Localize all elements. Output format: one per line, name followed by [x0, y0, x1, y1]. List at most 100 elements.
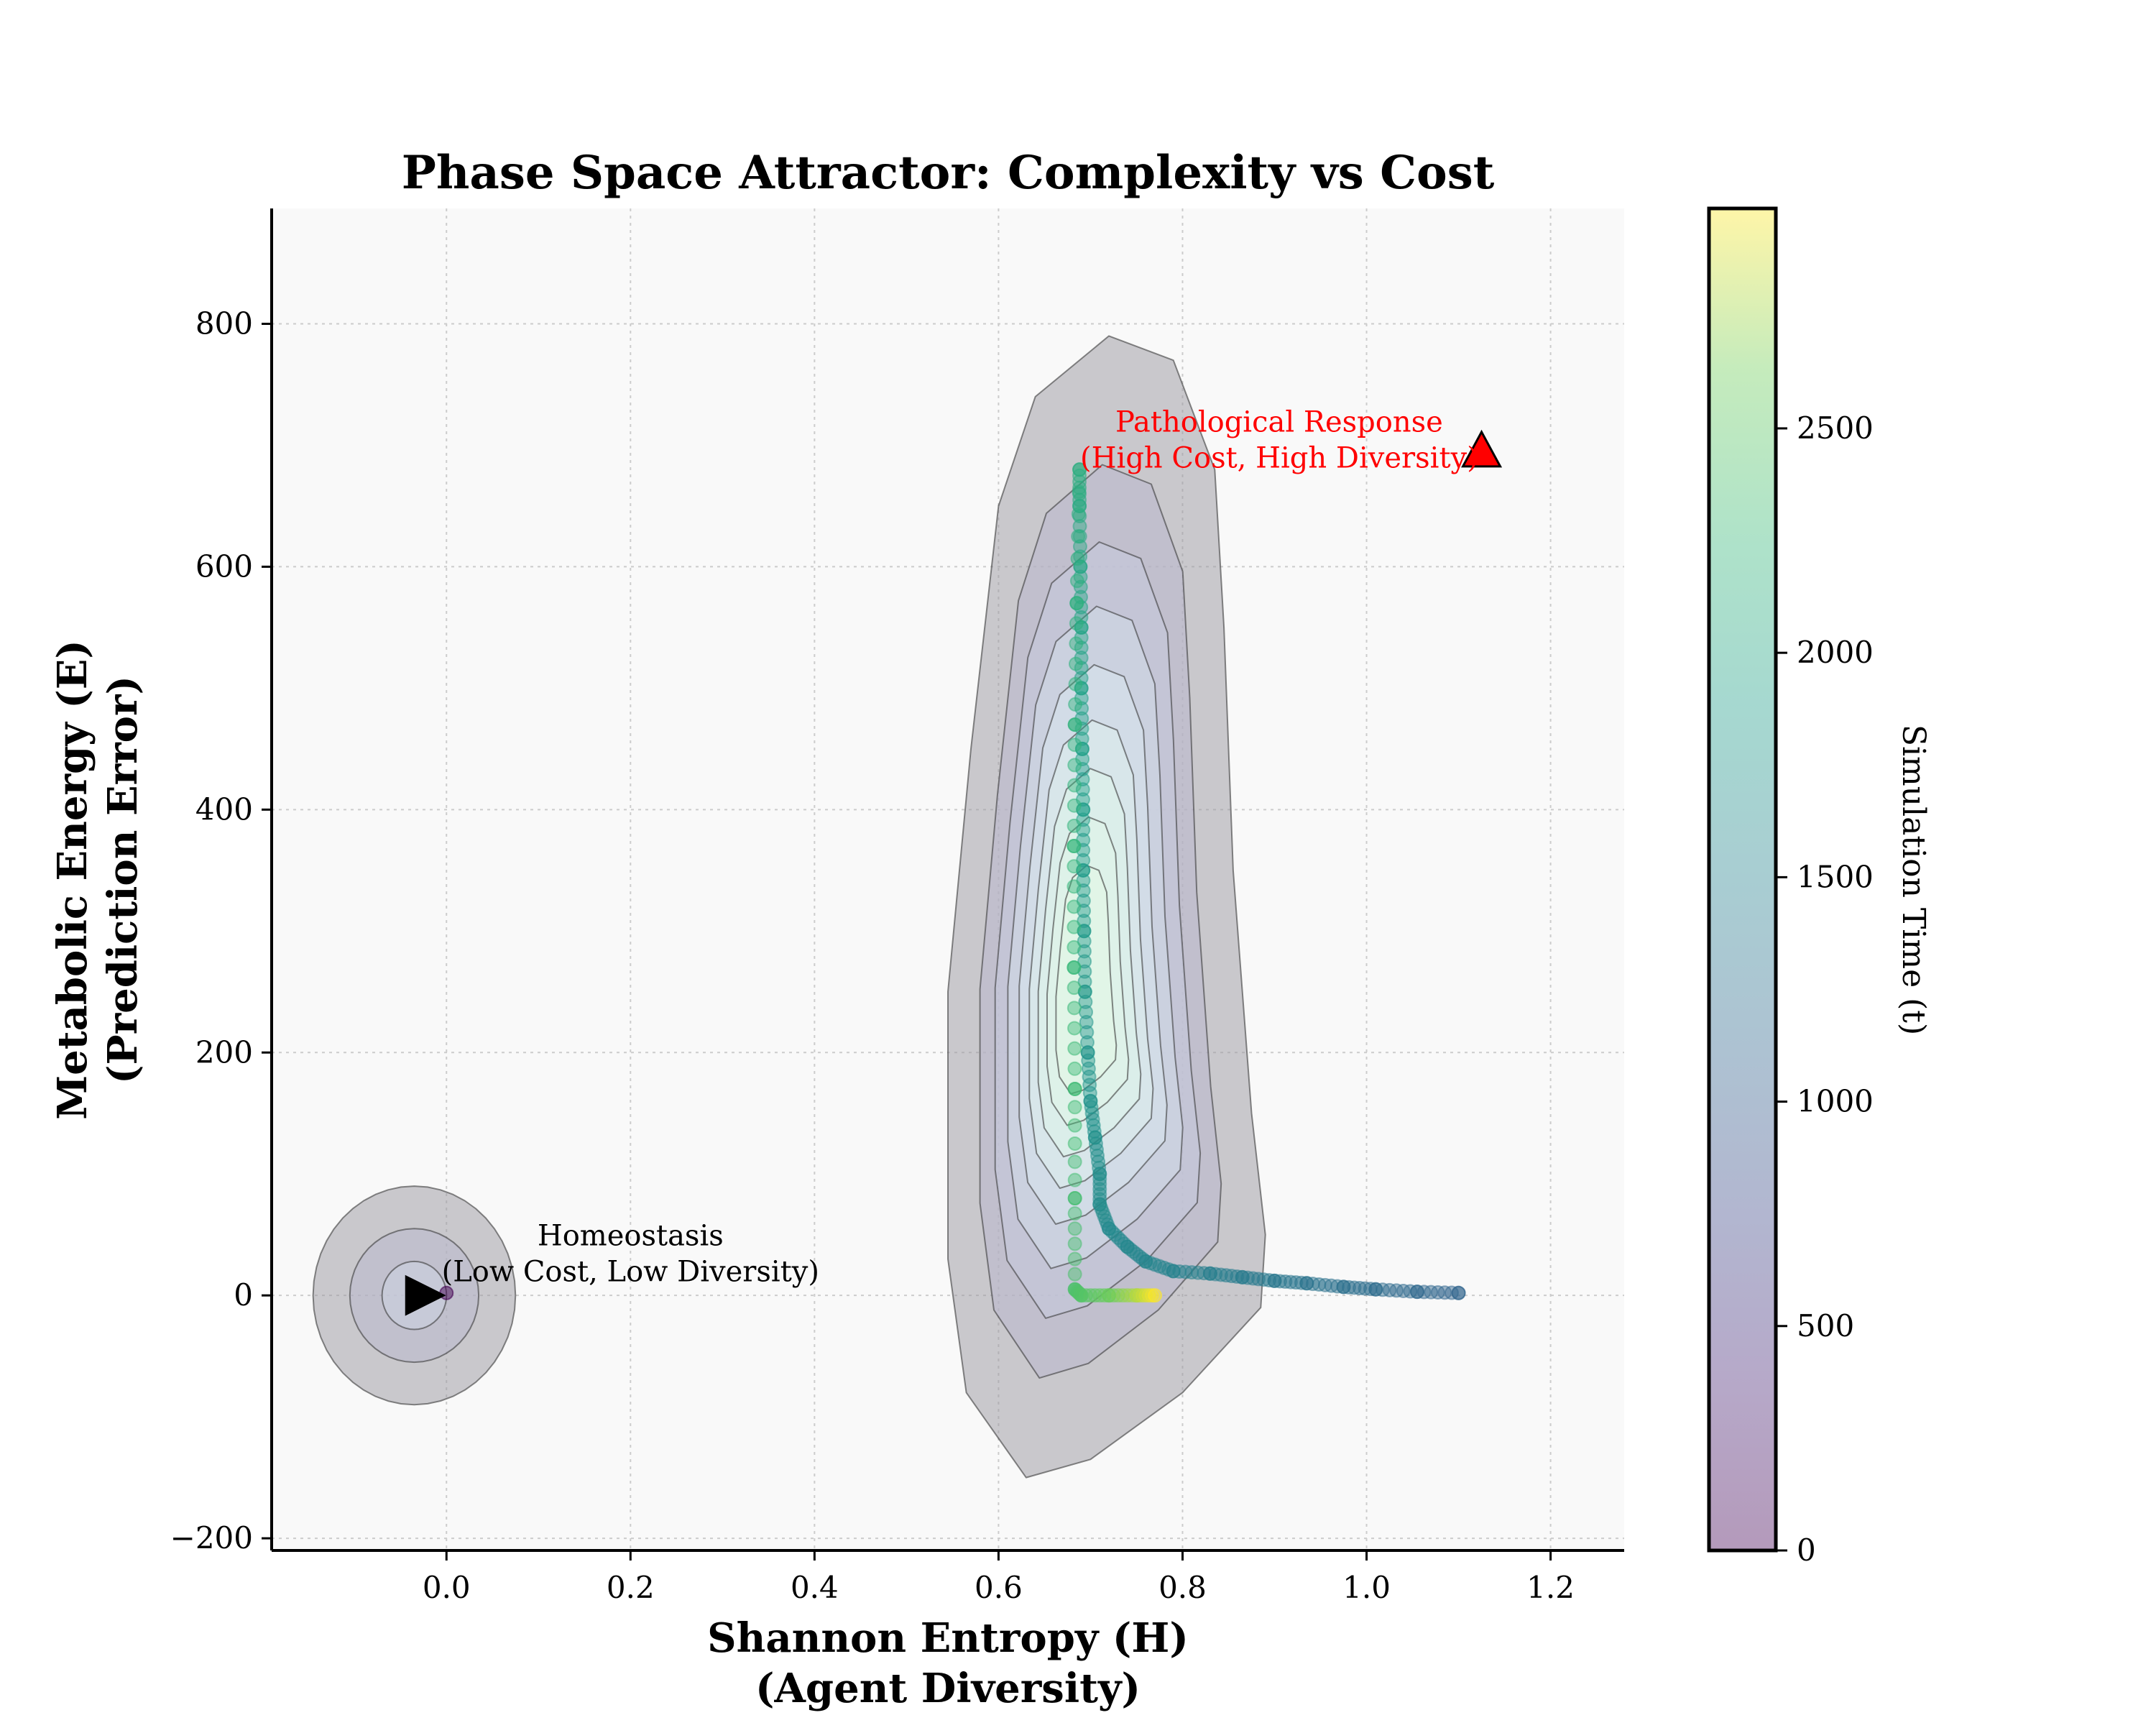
trajectory-point — [1235, 1269, 1250, 1284]
homeostasis-sublabel: (Low Cost, Low Diversity) — [442, 1255, 819, 1288]
start-marker — [405, 1274, 446, 1316]
x-tick-label: 0.6 — [975, 1570, 1023, 1605]
trajectory-point — [1069, 636, 1084, 651]
trajectory-point — [1075, 762, 1090, 777]
y-axis-label: Metabolic Energy (E) — [49, 640, 96, 1120]
trajectory-point — [1071, 529, 1086, 544]
trajectory-point — [1262, 1273, 1277, 1288]
x-tick-label: 1.2 — [1526, 1570, 1575, 1605]
x-tick-label: 0.2 — [607, 1570, 655, 1605]
x-axis-label-sub: (Agent Diversity) — [755, 1665, 1141, 1712]
trajectory-point — [1067, 778, 1082, 793]
trajectory-point — [1067, 758, 1082, 773]
trajectory-point — [1067, 839, 1082, 854]
trajectory-point — [1067, 1236, 1082, 1251]
y-tick-label: 400 — [195, 791, 253, 827]
trajectory-point — [1076, 802, 1091, 817]
trajectory-point — [1067, 1154, 1082, 1169]
trajectory-point — [1067, 899, 1082, 914]
y-ticks: −200 0 200 400 600 800 — [170, 306, 272, 1555]
trajectory-point — [1251, 1272, 1266, 1287]
trajectory-point — [1092, 1197, 1107, 1212]
density-contour — [1055, 865, 1118, 1095]
trajectory-point — [1069, 574, 1084, 589]
trajectory-point — [1067, 737, 1082, 753]
trajectory-point — [1067, 1136, 1082, 1151]
trajectory-point — [1070, 551, 1085, 566]
trajectory-point — [1074, 741, 1089, 756]
trajectory-point — [1230, 1269, 1245, 1284]
density-contours — [312, 335, 1266, 1479]
trajectory-point — [1352, 1281, 1367, 1296]
colorbar-fill — [1709, 208, 1776, 1550]
colorbar-tick-label: 500 — [1797, 1308, 1854, 1343]
trajectory-point — [1067, 1191, 1082, 1206]
trajectory-point — [1067, 1041, 1082, 1056]
end-marker — [1461, 429, 1503, 468]
trajectory-point — [1072, 462, 1087, 477]
trajectory-point — [1067, 879, 1082, 894]
y-axis-label-sub: (Prediction Error) — [99, 676, 147, 1084]
colorbar-label: Simulation Time (t) — [1895, 725, 1932, 1035]
trajectory-point — [1077, 954, 1092, 969]
colorbar-ticks: 0 500 1000 1500 2000 2500 — [1776, 410, 1874, 1568]
trajectory-point — [439, 1285, 454, 1300]
colorbar-tick-label: 0 — [1797, 1532, 1816, 1568]
colorbar-tick-label: 1000 — [1797, 1084, 1874, 1119]
trajectory-point — [1073, 559, 1088, 574]
homeostasis-label: Homeostasis — [538, 1219, 724, 1252]
trajectory-point — [1092, 1192, 1107, 1207]
trajectory-point — [1363, 1282, 1378, 1297]
y-tick-label: 0 — [234, 1277, 253, 1313]
trajectory-point — [1080, 1045, 1095, 1060]
trajectory-point — [1092, 1182, 1107, 1197]
trajectory-point — [1077, 944, 1092, 959]
trajectory-point — [1148, 1288, 1163, 1303]
trajectory-point — [1289, 1275, 1304, 1290]
trajectory-point — [1071, 507, 1086, 522]
trajectory-point — [1092, 1187, 1107, 1202]
trajectory-point — [1067, 1061, 1082, 1076]
x-tick-label: 0.0 — [423, 1570, 471, 1605]
trajectory-point — [1368, 1282, 1383, 1297]
trajectory-point — [1067, 1172, 1082, 1187]
colorbar-tick-label: 2000 — [1797, 635, 1874, 670]
x-tick-label: 0.8 — [1158, 1570, 1207, 1605]
trajectory-point — [1079, 1025, 1095, 1040]
trajectory-point — [1067, 919, 1082, 934]
x-tick-label: 1.0 — [1342, 1570, 1391, 1605]
trajectory-point — [1077, 974, 1092, 989]
trajectory-point — [1067, 1021, 1082, 1036]
trajectory-point — [1067, 980, 1082, 996]
y-tick-label: 800 — [195, 306, 253, 341]
trajectory-point — [1256, 1272, 1271, 1287]
trajectory-point — [1075, 782, 1090, 797]
trajectory-point — [1067, 859, 1082, 874]
trajectory-point — [1219, 1268, 1234, 1283]
trajectory-point — [1224, 1269, 1239, 1284]
trajectory-point — [1067, 1206, 1082, 1221]
trajectory-point — [1079, 1015, 1094, 1030]
trajectory-point — [1067, 1251, 1082, 1267]
trajectory-point — [1267, 1273, 1282, 1288]
chart-title: Phase Space Attractor: Complexity vs Cos… — [402, 146, 1495, 200]
colorbar-tick-label: 2500 — [1797, 410, 1874, 446]
trajectory-point — [1299, 1276, 1314, 1291]
trajectory-point — [1294, 1275, 1309, 1290]
pathological-sublabel: (High Cost, High Diversity) — [1080, 441, 1478, 474]
trajectory-point — [1067, 717, 1082, 732]
trajectory-point — [1067, 1001, 1082, 1016]
y-tick-label: −200 — [170, 1520, 253, 1555]
colorbar: 0 500 1000 1500 2000 2500 Simulation Time (t) — [1707, 206, 1932, 1568]
trajectory-point — [1072, 484, 1087, 500]
trajectory-point — [1067, 1081, 1082, 1096]
trajectory-point — [1079, 1035, 1095, 1050]
x-axis-label: Shannon Entropy (H) — [707, 1614, 1189, 1662]
x-tick-label: 0.4 — [791, 1570, 839, 1605]
trajectory-point — [1068, 697, 1083, 712]
trajectory-point — [1067, 939, 1082, 955]
trajectory-point — [1067, 818, 1082, 833]
trajectory-point — [1068, 656, 1083, 671]
trajectory-point — [1067, 1221, 1082, 1236]
